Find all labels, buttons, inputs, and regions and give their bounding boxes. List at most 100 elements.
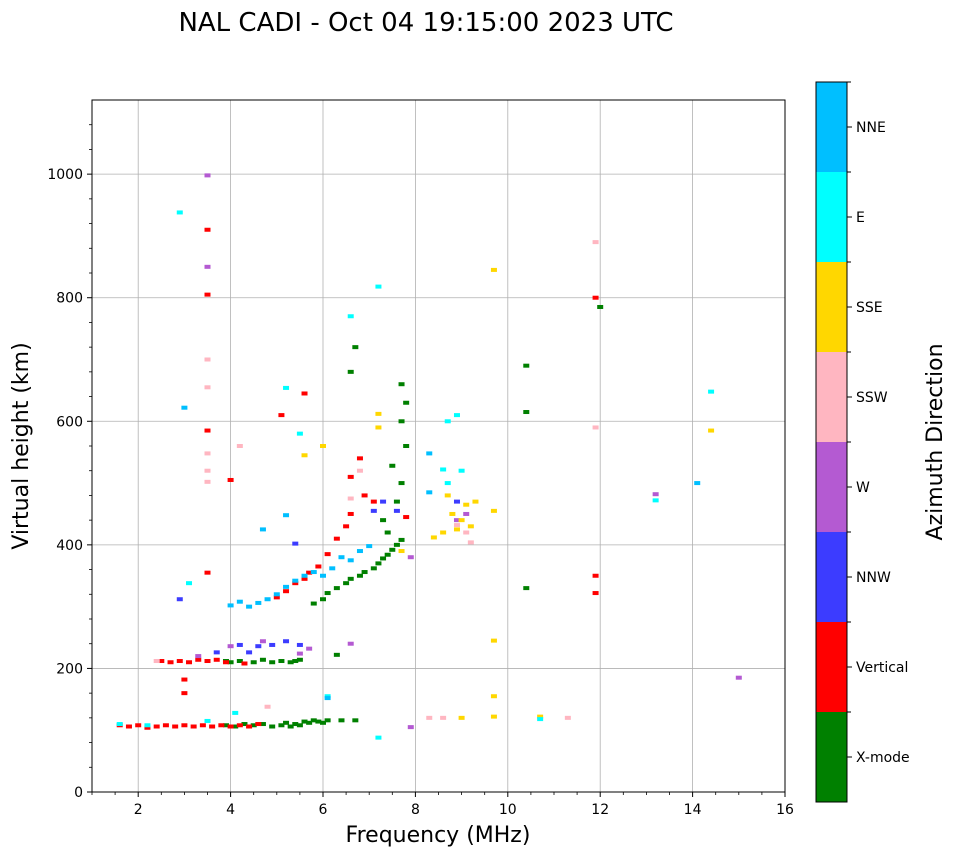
echo-point-sse [444,493,451,498]
echo-point-x-mode [301,719,308,724]
colorbar-segment-nne [816,82,847,172]
echo-point-nne [694,481,701,486]
echo-point-x-mode [278,659,285,664]
echo-point-x-mode [338,718,345,723]
echo-point-x-mode [287,660,294,665]
echo-point-nne [259,527,266,532]
echo-point-vertical [347,511,354,516]
echo-point-w [195,654,202,659]
echo-point-x-mode [306,720,313,725]
echo-point-ssw [204,451,211,456]
echo-point-x-mode [320,720,326,725]
echo-point-vertical [218,723,225,728]
echo-point-nne [426,490,433,495]
echo-point-nnw [296,642,303,647]
echo-point-vertical [315,564,322,569]
echo-point-vertical [306,570,313,575]
echo-point-sse [537,714,544,719]
echo-point-ssw [236,444,243,448]
echo-point-x-mode [347,576,354,581]
echo-point-nne [366,544,373,549]
echo-point-nne [426,451,433,456]
echo-point-x-mode [296,723,303,728]
colorbar-label-w: W [856,480,870,496]
echo-point-nne [301,573,308,578]
echo-point-nnw [255,644,262,649]
colorbar-label-nnw: NNW [856,570,891,586]
echo-point-vertical [592,295,599,300]
echo-point-vertical [204,227,211,232]
colorbar-label-ssw: SSW [856,390,888,406]
echo-point-e [176,210,183,215]
echo-point-x-mode [259,657,266,662]
echo-point-vertical [172,724,179,729]
echo-point-sse [458,715,465,720]
echo-point-vertical [278,413,285,418]
echo-point-e [232,710,239,715]
echo-point-ssw [592,425,599,430]
echo-point-x-mode [232,724,239,729]
echo-point-x-mode [352,345,359,350]
echo-point-e [375,735,382,740]
echo-point-x-mode [315,719,322,724]
echo-point-vertical [273,595,280,600]
colorbar-segment-x-mode [816,712,847,802]
echo-point-ssw [467,540,474,545]
echo-point-nne [255,600,262,605]
echo-point-e [347,314,354,319]
echo-point-nne [310,570,317,575]
echo-point-sse [467,524,474,529]
echo-point-x-mode [310,718,317,723]
echo-point-sse [490,638,497,643]
echo-point-vertical [162,723,169,728]
echo-point-x-mode [324,591,331,596]
echo-point-w [463,511,470,516]
echo-point-x-mode [296,657,303,662]
echo-point-nnw [393,508,400,513]
echo-point-nne [329,566,336,571]
echo-point-vertical [125,724,132,729]
echo-point-vertical [204,570,211,575]
echo-point-nne [283,584,290,589]
colorbar-frame [815,81,848,803]
echo-point-vertical [213,657,220,662]
x-tick-label: 10 [499,802,517,818]
echo-point-ssw [440,715,447,720]
y-axis-label: Virtual height (km) [9,342,34,549]
x-tick-label: 14 [684,802,702,818]
colorbar-label-sse: SSE [856,300,883,316]
echo-point-x-mode [236,659,243,664]
x-tick-label: 8 [411,802,420,818]
echo-point-x-mode [333,652,340,657]
echo-point-nnw [176,597,183,602]
y-tick-label: 800 [56,291,83,307]
echo-point-sse [458,518,465,523]
echo-point-x-mode [398,419,405,424]
echo-point-e [444,419,451,424]
echo-point-vertical [343,524,350,529]
colorbar-segment-vertical [816,622,847,712]
echo-point-x-mode [227,660,234,665]
echo-point-vertical [204,659,211,664]
echo-point-x-mode [398,481,405,486]
y-tick-label: 400 [56,538,83,554]
echo-point-x-mode [292,659,299,664]
echo-point-ssw [564,715,571,720]
echo-point-w [296,651,303,656]
echo-point-w [259,639,266,644]
echo-point-vertical [246,724,253,729]
echo-point-nnw [283,639,290,644]
echo-point-ssw [592,240,599,245]
colorbar: X-mode Vertical NNW W SSW SSE E NNE [815,81,910,803]
echo-point-vertical [195,657,202,662]
colorbar-segment-nnw [816,532,847,622]
echo-point-vertical [236,723,243,728]
echo-point-vertical [167,660,174,665]
echo-point-x-mode [370,566,377,571]
echo-point-vertical [255,722,262,727]
echo-point-vertical [301,576,308,581]
colorbar-segments: X-mode Vertical NNW W SSW SSE E NNE [816,81,910,802]
echo-point-e [375,284,382,289]
x-tick-label: 16 [776,802,794,818]
